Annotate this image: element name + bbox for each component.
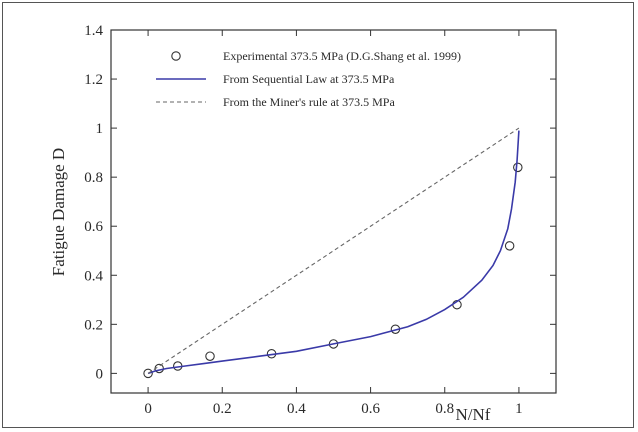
y-axis-title: Fatigue Damage D bbox=[49, 148, 68, 276]
y-tick-label: 1.2 bbox=[84, 72, 103, 88]
experimental-data-point bbox=[143, 368, 153, 379]
y-tick-label: 0 bbox=[96, 366, 104, 382]
sequential-law-line bbox=[147, 130, 520, 375]
y-tick-label: 0.8 bbox=[84, 170, 103, 186]
y-tick-label: 0.2 bbox=[84, 317, 103, 333]
x-axis-title: N/Nf bbox=[456, 405, 491, 424]
legend-label: Experimental 373.5 MPa (D.G.Shang et al.… bbox=[223, 49, 461, 63]
x-tick-label: 1 bbox=[515, 401, 523, 417]
experimental-data-point bbox=[504, 241, 515, 251]
x-tick-label: 0.6 bbox=[361, 401, 380, 417]
x-tick-label: 0.4 bbox=[287, 401, 306, 417]
legend-marker-experimental bbox=[171, 51, 181, 61]
y-tick-label: 1.4 bbox=[84, 23, 103, 39]
y-tick-label: 0.6 bbox=[84, 219, 103, 235]
chart-frame bbox=[2, 2, 634, 428]
x-tick-label: 0 bbox=[144, 401, 152, 417]
x-tick-label: 0.2 bbox=[213, 401, 232, 417]
legend-label: From Sequential Law at 373.5 MPa bbox=[223, 72, 395, 86]
miners-rule-line bbox=[147, 127, 520, 374]
legend-label: From the Miner's rule at 373.5 MPa bbox=[223, 95, 395, 109]
experimental-data-point bbox=[513, 162, 523, 173]
plot-area bbox=[110, 29, 557, 394]
y-tick-label: 0.4 bbox=[84, 268, 103, 284]
x-tick-label: 0.8 bbox=[435, 401, 454, 417]
experimental-data-point bbox=[205, 351, 215, 361]
y-tick-label: 1 bbox=[96, 121, 104, 137]
